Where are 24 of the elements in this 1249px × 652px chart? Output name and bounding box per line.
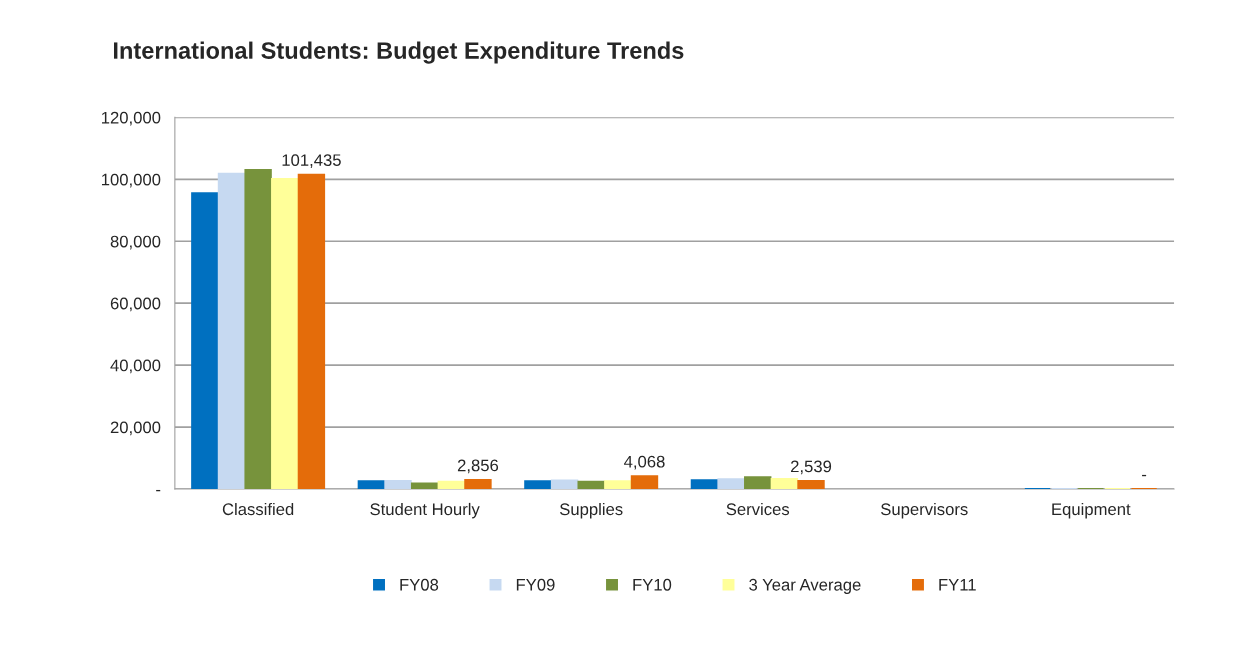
y-tick-label: 120,000 — [102, 111, 161, 126]
legend-label: FY10 — [633, 578, 672, 591]
y-tick-label: - — [156, 489, 161, 492]
legend-label: FY08 — [400, 578, 439, 591]
data-label: - — [1142, 474, 1147, 477]
y-tick-label: 80,000 — [110, 235, 161, 250]
x-tick-label: Classified — [222, 502, 294, 516]
legend-label: FY11 — [939, 579, 976, 591]
x-tick-label: Student Hourly — [370, 502, 480, 519]
y-tick-label: 60,000 — [110, 297, 161, 312]
x-tick-label: Equipment — [1052, 502, 1131, 519]
legend-label: 3 Year Average — [749, 578, 861, 594]
data-label: 101,435 — [282, 154, 341, 168]
data-label: 2,856 — [457, 459, 499, 474]
data-label: 2,539 — [791, 460, 832, 475]
y-tick-label: 40,000 — [110, 359, 161, 374]
x-tick-label: Services — [726, 502, 790, 516]
y-tick-label: 100,000 — [102, 173, 161, 188]
x-tick-label: Supplies — [559, 502, 623, 519]
legend-label: FY09 — [516, 578, 555, 591]
data-label: 4,068 — [624, 455, 665, 470]
y-tick-label: 20,000 — [110, 421, 161, 436]
chart-title: International Students: Budget Expenditure Trends — [113, 41, 684, 64]
x-tick-label: Supervisors — [881, 502, 968, 519]
